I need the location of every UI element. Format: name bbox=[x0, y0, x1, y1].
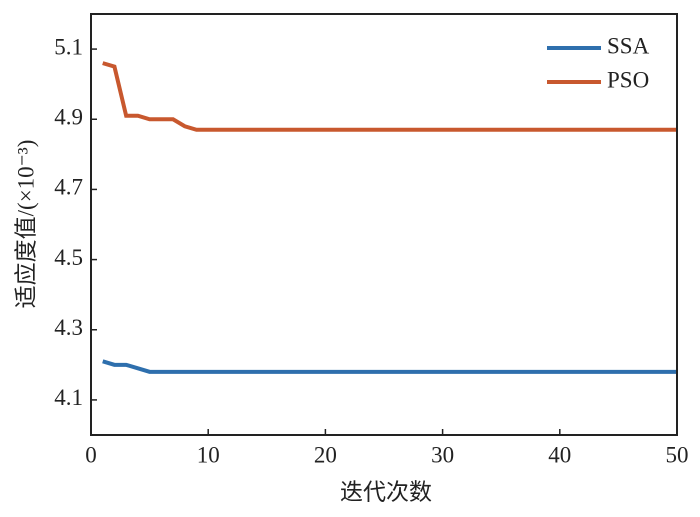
x-tick-label: 10 bbox=[197, 442, 220, 467]
y-tick-label: 5.1 bbox=[54, 34, 83, 59]
y-tick-label: 4.3 bbox=[54, 315, 83, 340]
x-tick-label: 50 bbox=[666, 442, 689, 467]
x-tick-label: 40 bbox=[548, 442, 571, 467]
legend-label: SSA bbox=[607, 33, 650, 58]
y-tick-label: 4.9 bbox=[54, 105, 83, 130]
legend-label: PSO bbox=[607, 67, 649, 92]
x-axis-label: 迭代次数 bbox=[340, 479, 432, 504]
x-tick-label: 30 bbox=[431, 442, 454, 467]
x-tick-label: 0 bbox=[85, 442, 97, 467]
y-tick-label: 4.5 bbox=[54, 245, 83, 270]
y-axis-label: 适应度值/(×10⁻³) bbox=[13, 140, 38, 309]
series-line bbox=[102, 61, 677, 132]
y-tick-label: 4.1 bbox=[54, 385, 83, 410]
series-line bbox=[102, 359, 677, 374]
y-tick-label: 4.7 bbox=[54, 175, 83, 200]
plot-frame bbox=[90, 13, 678, 436]
x-tick-label: 20 bbox=[314, 442, 337, 467]
